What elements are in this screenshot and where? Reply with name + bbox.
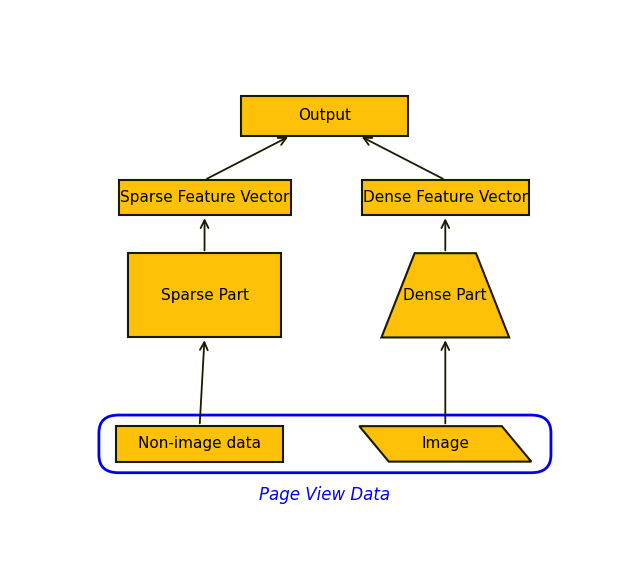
FancyBboxPatch shape [242,96,408,136]
FancyBboxPatch shape [128,253,281,338]
FancyBboxPatch shape [116,426,283,461]
Text: Output: Output [299,108,351,123]
FancyBboxPatch shape [119,180,290,215]
Text: Dense Part: Dense Part [403,288,487,303]
FancyBboxPatch shape [362,180,529,215]
Text: Non-image data: Non-image data [138,437,261,452]
Text: Dense Feature Vector: Dense Feature Vector [363,190,528,205]
Text: Page View Data: Page View Data [259,486,391,504]
Text: Image: Image [422,437,469,452]
Polygon shape [382,253,509,338]
Polygon shape [359,426,531,461]
Text: Sparse Part: Sparse Part [160,288,249,303]
Text: Sparse Feature Vector: Sparse Feature Vector [120,190,289,205]
